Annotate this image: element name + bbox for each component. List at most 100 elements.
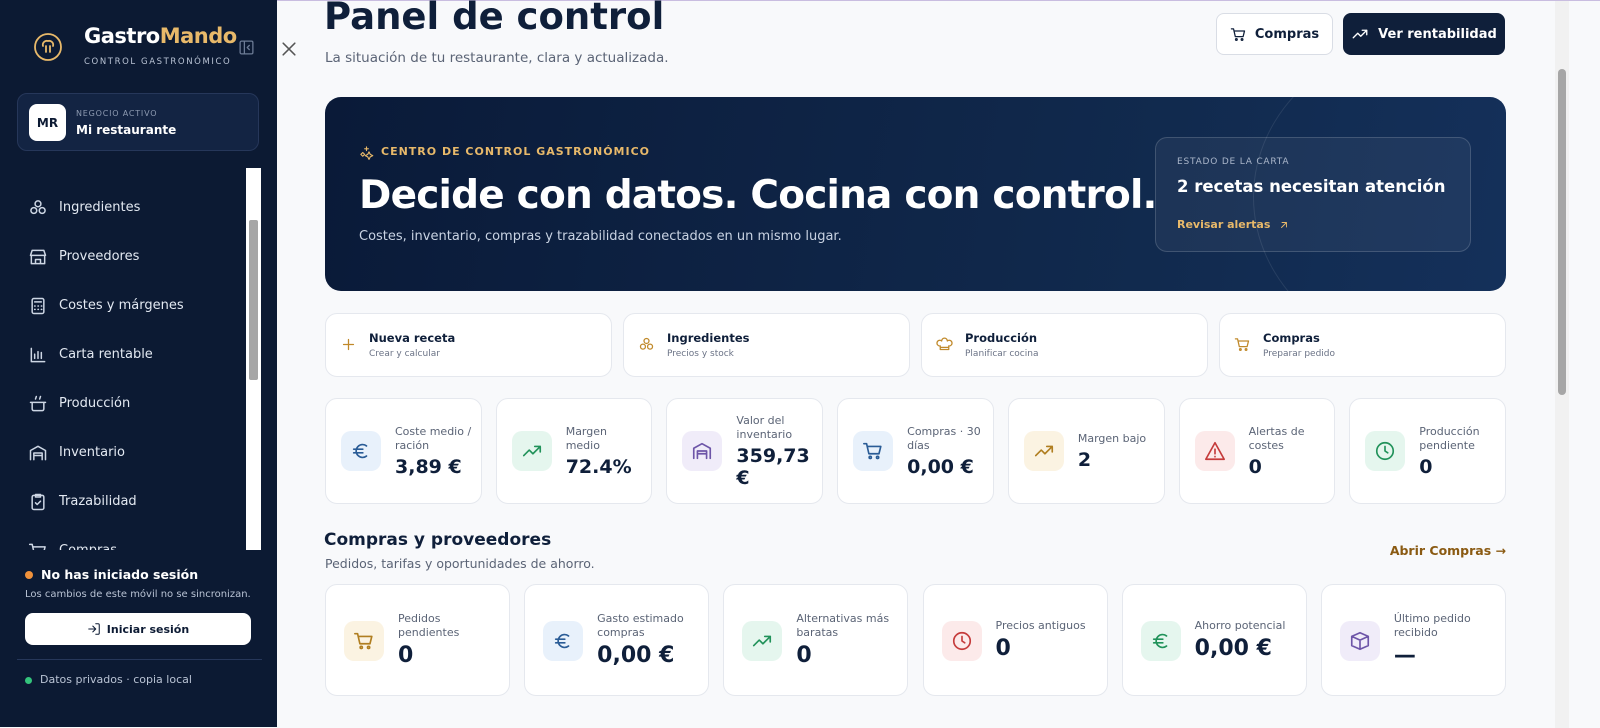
purchase-card: Gasto estimado compras 0,00 € [524, 584, 710, 696]
icon-svg [31, 297, 45, 315]
sparkle-icon [360, 146, 374, 160]
icon-svg [1376, 441, 1395, 461]
purchase-value: 0 [995, 636, 1011, 661]
page-scrollbar-thumb[interactable] [1558, 69, 1566, 395]
nav-item[interactable]: Proveedores [17, 239, 239, 275]
kpi-value: 0 [1248, 455, 1262, 478]
close-icon[interactable] [279, 39, 299, 59]
quick-action[interactable]: Compras Preparar pedido [1219, 313, 1506, 377]
icon [1374, 440, 1396, 466]
icon [353, 630, 375, 656]
kpi-text: Valor del inventario 359,73 € [736, 399, 814, 503]
purchase-label: Gasto estimado compras [597, 612, 684, 639]
purchase-value: — [1393, 643, 1416, 668]
nav-item[interactable]: Carta rentable [17, 337, 239, 373]
kpi-value: 0 [1419, 455, 1433, 478]
status-dot [25, 571, 33, 579]
kpi-card: Alertas de costes 0 [1178, 398, 1336, 504]
icon [1349, 630, 1371, 656]
nav-label: Costes y márgenes [59, 298, 184, 313]
kpi-icon [511, 431, 552, 471]
quick-action-title: Producción [965, 331, 1038, 345]
business-initials: MR [29, 104, 66, 141]
collapse-icon[interactable] [238, 39, 255, 56]
purchase-label: Alternativas más baratas [796, 612, 890, 639]
kpi-icon [682, 431, 723, 471]
nav-item[interactable]: Compras [17, 533, 239, 550]
section-link[interactable]: Abrir Compras → [1389, 543, 1506, 558]
cart-icon [1230, 27, 1246, 41]
purchase-text: Último pedido recibido — [1394, 585, 1497, 695]
icon [28, 247, 48, 271]
purchase-text: Alternativas más baratas 0 [796, 585, 899, 695]
login-label: Iniciar sesión [106, 622, 190, 636]
quick-action[interactable]: Nueva receta Crear y calcular [325, 313, 612, 377]
scrollbar-thumb[interactable] [249, 220, 258, 380]
login-button[interactable]: Iniciar sesión [25, 613, 251, 645]
kpi-icon [341, 431, 381, 471]
icon-svg [522, 445, 541, 457]
status-label: ESTADO DE LA CARTA [1177, 157, 1290, 167]
purchase-card: Pedidos pendientes 0 [325, 584, 511, 696]
logo [34, 33, 62, 61]
business-label: NEGOCIO ACTIVO [76, 109, 158, 118]
nav-label: Inventario [59, 445, 125, 460]
icon-svg [29, 445, 47, 461]
icon-svg [952, 631, 971, 651]
hero-decoration [1253, 97, 1506, 291]
purchase-icon [1339, 621, 1380, 661]
kpi-label: Producción pendiente [1419, 424, 1480, 452]
kpi-text: Margen bajo 2 [1078, 399, 1156, 503]
purchase-card: Alternativas más baratas 0 [723, 584, 909, 696]
nav-item[interactable]: Ingredientes [17, 190, 239, 226]
hero: CENTRO DE CONTROL GASTRONÓMICO Decide co… [325, 97, 1506, 291]
icon [521, 440, 543, 466]
icon-svg [30, 200, 46, 215]
purchase-card: Ahorro potencial 0,00 € [1121, 584, 1307, 696]
icon-svg [342, 338, 355, 351]
business-card[interactable]: MR NEGOCIO ACTIVO Mi restaurante [17, 93, 259, 151]
main: Panel de control La situación de tu rest… [277, 0, 1600, 728]
nav-list: Ingredientes Proveedores Costes y márgenes… [0, 168, 246, 550]
icon [936, 336, 953, 357]
footer-dot [25, 677, 32, 684]
purchase-value: 0,00 € [1194, 636, 1272, 661]
page-scrollbar [1555, 1, 1569, 728]
icon-svg [29, 395, 47, 412]
brand-a: Gastro [84, 24, 160, 48]
purchases-button[interactable]: Compras [1216, 13, 1333, 55]
icon-svg [1234, 338, 1250, 351]
status-link-label: Revisar alertas [1177, 218, 1271, 231]
kpi-text: Coste medio / ración 3,89 € [395, 399, 473, 503]
arrow-icon [1281, 221, 1288, 228]
icon [28, 492, 48, 516]
brand-b: Mando [159, 24, 237, 48]
icon [28, 296, 48, 320]
brand-name: GastroMando [84, 24, 237, 48]
business-name: Mi restaurante [76, 123, 177, 137]
kpi-label: Alertas de costes [1248, 424, 1305, 452]
icon-svg [29, 249, 47, 265]
quick-action[interactable]: Producción Planificar cocina [921, 313, 1208, 377]
icon [1204, 440, 1226, 466]
nav-item[interactable]: Trazabilidad [17, 484, 239, 520]
quick-action[interactable]: Ingredientes Precios y stock [623, 313, 910, 377]
icon [691, 440, 713, 466]
nav-item[interactable]: Costes y márgenes [17, 288, 239, 324]
trend-icon [1352, 29, 1368, 39]
nav-item[interactable]: Producción [17, 386, 239, 422]
nav-item[interactable]: Inventario [17, 435, 239, 471]
profitability-button[interactable]: Ver rentabilidad [1343, 13, 1505, 55]
kpi-text: Compras · 30 días 0,00 € [907, 399, 985, 503]
icon-svg [1350, 631, 1369, 651]
nav-label: Producción [59, 396, 131, 411]
icon [340, 336, 357, 357]
icon [28, 443, 48, 467]
purchase-value: 0 [398, 643, 414, 668]
quick-action-subtitle: Precios y stock [667, 349, 734, 359]
scrollbar-track [246, 168, 261, 550]
icon-svg [1034, 445, 1053, 457]
icon [1033, 440, 1055, 466]
status-link[interactable]: Revisar alertas [1177, 218, 1290, 231]
purchase-card: Último pedido recibido — [1320, 584, 1506, 696]
